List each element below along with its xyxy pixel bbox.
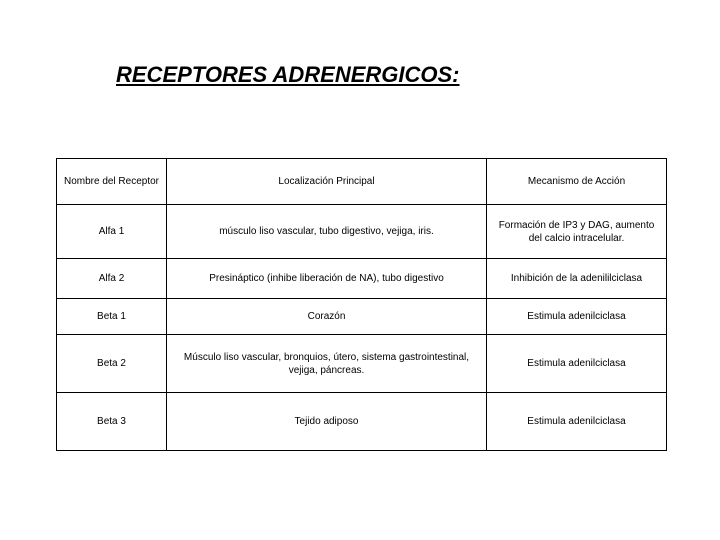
table-row: Beta 1 Corazón Estimula adenilciclasa: [57, 299, 667, 335]
cell-loc: Músculo liso vascular, bronquios, útero,…: [167, 335, 487, 393]
cell-name: Beta 2: [57, 335, 167, 393]
col-header-name: Nombre del Receptor: [57, 159, 167, 205]
receptor-table-container: Nombre del Receptor Localización Princip…: [56, 158, 666, 451]
table-row: Alfa 1 músculo liso vascular, tubo diges…: [57, 205, 667, 259]
cell-mech: Inhibición de la adenililciclasa: [487, 259, 667, 299]
cell-loc: Tejido adiposo: [167, 393, 487, 451]
receptor-table: Nombre del Receptor Localización Princip…: [56, 158, 667, 451]
cell-loc: Corazón: [167, 299, 487, 335]
table-row: Alfa 2 Presináptico (inhibe liberación d…: [57, 259, 667, 299]
cell-loc: músculo liso vascular, tubo digestivo, v…: [167, 205, 487, 259]
page-title: RECEPTORES ADRENERGICOS:: [116, 62, 460, 88]
cell-loc: Presináptico (inhibe liberación de NA), …: [167, 259, 487, 299]
col-header-loc: Localización Principal: [167, 159, 487, 205]
cell-name: Beta 1: [57, 299, 167, 335]
table-header-row: Nombre del Receptor Localización Princip…: [57, 159, 667, 205]
col-header-mech: Mecanismo de Acción: [487, 159, 667, 205]
cell-mech: Formación de IP3 y DAG, aumento del calc…: [487, 205, 667, 259]
cell-name: Alfa 2: [57, 259, 167, 299]
table-row: Beta 3 Tejido adiposo Estimula adenilcic…: [57, 393, 667, 451]
cell-mech: Estimula adenilciclasa: [487, 299, 667, 335]
cell-mech: Estimula adenilciclasa: [487, 393, 667, 451]
cell-mech: Estimula adenilciclasa: [487, 335, 667, 393]
table-row: Beta 2 Músculo liso vascular, bronquios,…: [57, 335, 667, 393]
cell-name: Beta 3: [57, 393, 167, 451]
cell-name: Alfa 1: [57, 205, 167, 259]
